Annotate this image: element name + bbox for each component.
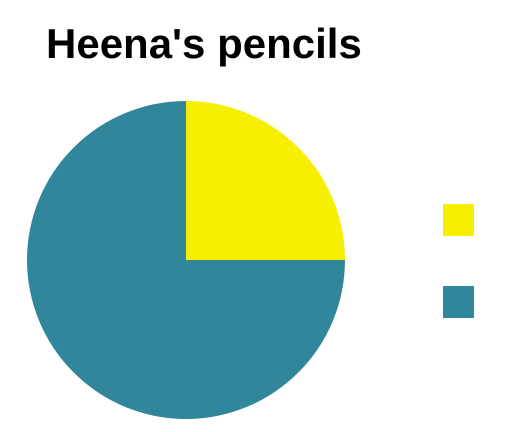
pie-slice-2 [27, 101, 345, 419]
legend-swatch-slice-2 [443, 286, 474, 318]
chart-legend [443, 204, 483, 368]
pie-slice-1 [186, 101, 345, 260]
chart-title: Heena's pencils [46, 20, 362, 67]
legend-swatch-slice-1 [443, 204, 474, 236]
legend-item-slice-1 [443, 204, 475, 236]
legend-item-slice-2 [443, 286, 475, 318]
pie-slices [27, 101, 345, 419]
